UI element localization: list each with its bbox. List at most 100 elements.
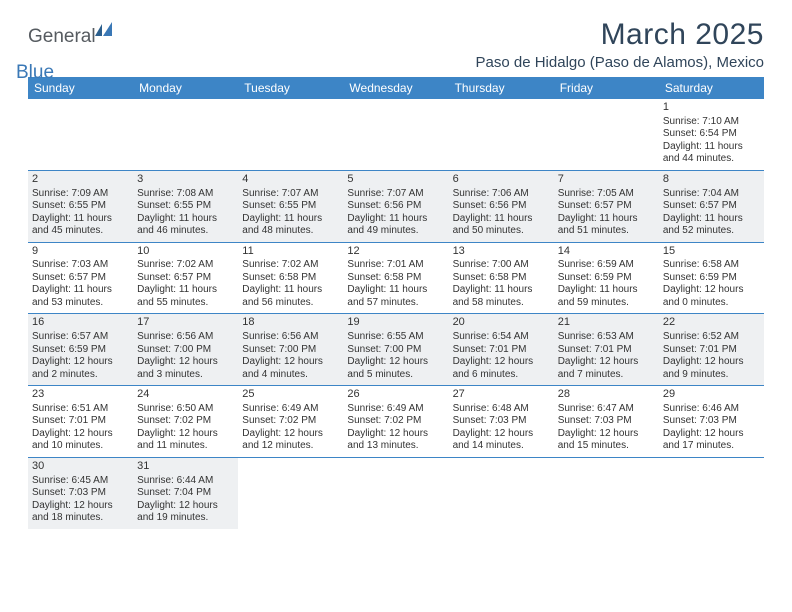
day-cell: 9Sunrise: 7:03 AMSunset: 6:57 PMDaylight… [28, 242, 133, 314]
day-cell: 18Sunrise: 6:56 AMSunset: 7:00 PMDayligh… [238, 314, 343, 386]
day-number: 28 [558, 388, 655, 402]
day-number: 24 [137, 388, 234, 402]
day-number: 2 [32, 173, 129, 187]
day-cell: 2Sunrise: 7:09 AMSunset: 6:55 PMDaylight… [28, 170, 133, 242]
calendar-row: 1Sunrise: 7:10 AMSunset: 6:54 PMDaylight… [28, 99, 764, 170]
day-number: 30 [32, 460, 129, 474]
day-cell: 4Sunrise: 7:07 AMSunset: 6:55 PMDaylight… [238, 170, 343, 242]
day-number: 4 [242, 173, 339, 187]
day-details: Sunrise: 6:52 AMSunset: 7:01 PMDaylight:… [663, 331, 760, 381]
day-details: Sunrise: 7:00 AMSunset: 6:58 PMDaylight:… [453, 259, 550, 309]
empty-cell [659, 457, 764, 528]
day-cell: 20Sunrise: 6:54 AMSunset: 7:01 PMDayligh… [449, 314, 554, 386]
day-cell: 13Sunrise: 7:00 AMSunset: 6:58 PMDayligh… [449, 242, 554, 314]
day-cell: 3Sunrise: 7:08 AMSunset: 6:55 PMDaylight… [133, 170, 238, 242]
day-cell: 12Sunrise: 7:01 AMSunset: 6:58 PMDayligh… [343, 242, 448, 314]
logo-blue: Blue [16, 62, 54, 83]
day-details: Sunrise: 7:05 AMSunset: 6:57 PMDaylight:… [558, 188, 655, 238]
day-details: Sunrise: 6:58 AMSunset: 6:59 PMDaylight:… [663, 259, 760, 309]
header: General Blue March 2025 Paso de Hidalgo … [28, 18, 764, 71]
day-number: 1 [663, 101, 760, 115]
day-number: 23 [32, 388, 129, 402]
calendar-row: 9Sunrise: 7:03 AMSunset: 6:57 PMDaylight… [28, 242, 764, 314]
day-number: 8 [663, 173, 760, 187]
day-cell: 21Sunrise: 6:53 AMSunset: 7:01 PMDayligh… [554, 314, 659, 386]
month-title: March 2025 [476, 18, 764, 52]
day-details: Sunrise: 7:02 AMSunset: 6:57 PMDaylight:… [137, 259, 234, 309]
day-number: 11 [242, 245, 339, 259]
empty-cell [133, 99, 238, 170]
day-number: 29 [663, 388, 760, 402]
day-cell: 10Sunrise: 7:02 AMSunset: 6:57 PMDayligh… [133, 242, 238, 314]
empty-cell [554, 99, 659, 170]
day-number: 14 [558, 245, 655, 259]
day-number: 15 [663, 245, 760, 259]
day-cell: 28Sunrise: 6:47 AMSunset: 7:03 PMDayligh… [554, 386, 659, 458]
logo: General Blue [28, 18, 123, 70]
empty-cell [238, 99, 343, 170]
calendar-row: 23Sunrise: 6:51 AMSunset: 7:01 PMDayligh… [28, 386, 764, 458]
day-details: Sunrise: 7:02 AMSunset: 6:58 PMDaylight:… [242, 259, 339, 309]
day-cell: 30Sunrise: 6:45 AMSunset: 7:03 PMDayligh… [28, 457, 133, 528]
day-details: Sunrise: 6:46 AMSunset: 7:03 PMDaylight:… [663, 403, 760, 453]
day-details: Sunrise: 6:57 AMSunset: 6:59 PMDaylight:… [32, 331, 129, 381]
day-number: 13 [453, 245, 550, 259]
day-details: Sunrise: 6:59 AMSunset: 6:59 PMDaylight:… [558, 259, 655, 309]
day-details: Sunrise: 6:54 AMSunset: 7:01 PMDaylight:… [453, 331, 550, 381]
day-details: Sunrise: 6:56 AMSunset: 7:00 PMDaylight:… [242, 331, 339, 381]
day-number: 31 [137, 460, 234, 474]
day-cell: 5Sunrise: 7:07 AMSunset: 6:56 PMDaylight… [343, 170, 448, 242]
weekday-header: Thursday [449, 77, 554, 99]
day-number: 9 [32, 245, 129, 259]
logo-general: General [28, 26, 96, 47]
day-cell: 27Sunrise: 6:48 AMSunset: 7:03 PMDayligh… [449, 386, 554, 458]
day-details: Sunrise: 6:56 AMSunset: 7:00 PMDaylight:… [137, 331, 234, 381]
day-number: 20 [453, 316, 550, 330]
day-details: Sunrise: 6:45 AMSunset: 7:03 PMDaylight:… [32, 475, 129, 525]
day-cell: 15Sunrise: 6:58 AMSunset: 6:59 PMDayligh… [659, 242, 764, 314]
day-details: Sunrise: 6:49 AMSunset: 7:02 PMDaylight:… [347, 403, 444, 453]
day-details: Sunrise: 7:08 AMSunset: 6:55 PMDaylight:… [137, 188, 234, 238]
day-details: Sunrise: 7:01 AMSunset: 6:58 PMDaylight:… [347, 259, 444, 309]
location: Paso de Hidalgo (Paso de Alamos), Mexico [476, 54, 764, 71]
day-cell: 7Sunrise: 7:05 AMSunset: 6:57 PMDaylight… [554, 170, 659, 242]
weekday-header: Tuesday [238, 77, 343, 99]
day-details: Sunrise: 7:10 AMSunset: 6:54 PMDaylight:… [663, 116, 760, 166]
day-cell: 31Sunrise: 6:44 AMSunset: 7:04 PMDayligh… [133, 457, 238, 528]
day-details: Sunrise: 6:47 AMSunset: 7:03 PMDaylight:… [558, 403, 655, 453]
day-number: 25 [242, 388, 339, 402]
day-details: Sunrise: 7:07 AMSunset: 6:55 PMDaylight:… [242, 188, 339, 238]
day-cell: 22Sunrise: 6:52 AMSunset: 7:01 PMDayligh… [659, 314, 764, 386]
weekday-header: Monday [133, 77, 238, 99]
weekday-header: Friday [554, 77, 659, 99]
empty-cell [238, 457, 343, 528]
day-cell: 16Sunrise: 6:57 AMSunset: 6:59 PMDayligh… [28, 314, 133, 386]
weekday-header: Wednesday [343, 77, 448, 99]
day-number: 27 [453, 388, 550, 402]
calendar-page: General Blue March 2025 Paso de Hidalgo … [0, 0, 792, 539]
calendar-head: SundayMondayTuesdayWednesdayThursdayFrid… [28, 77, 764, 99]
calendar-row: 30Sunrise: 6:45 AMSunset: 7:03 PMDayligh… [28, 457, 764, 528]
day-details: Sunrise: 7:07 AMSunset: 6:56 PMDaylight:… [347, 188, 444, 238]
day-cell: 26Sunrise: 6:49 AMSunset: 7:02 PMDayligh… [343, 386, 448, 458]
day-cell: 19Sunrise: 6:55 AMSunset: 7:00 PMDayligh… [343, 314, 448, 386]
logo-flag-icon [95, 22, 117, 46]
calendar-row: 16Sunrise: 6:57 AMSunset: 6:59 PMDayligh… [28, 314, 764, 386]
day-details: Sunrise: 6:55 AMSunset: 7:00 PMDaylight:… [347, 331, 444, 381]
day-cell: 29Sunrise: 6:46 AMSunset: 7:03 PMDayligh… [659, 386, 764, 458]
day-cell: 25Sunrise: 6:49 AMSunset: 7:02 PMDayligh… [238, 386, 343, 458]
day-details: Sunrise: 6:53 AMSunset: 7:01 PMDaylight:… [558, 331, 655, 381]
day-cell: 11Sunrise: 7:02 AMSunset: 6:58 PMDayligh… [238, 242, 343, 314]
day-details: Sunrise: 6:51 AMSunset: 7:01 PMDaylight:… [32, 403, 129, 453]
day-number: 26 [347, 388, 444, 402]
day-number: 7 [558, 173, 655, 187]
weekday-row: SundayMondayTuesdayWednesdayThursdayFrid… [28, 77, 764, 99]
empty-cell [449, 99, 554, 170]
empty-cell [449, 457, 554, 528]
day-details: Sunrise: 6:48 AMSunset: 7:03 PMDaylight:… [453, 403, 550, 453]
day-cell: 23Sunrise: 6:51 AMSunset: 7:01 PMDayligh… [28, 386, 133, 458]
day-details: Sunrise: 7:03 AMSunset: 6:57 PMDaylight:… [32, 259, 129, 309]
day-number: 16 [32, 316, 129, 330]
day-details: Sunrise: 6:50 AMSunset: 7:02 PMDaylight:… [137, 403, 234, 453]
day-cell: 1Sunrise: 7:10 AMSunset: 6:54 PMDaylight… [659, 99, 764, 170]
